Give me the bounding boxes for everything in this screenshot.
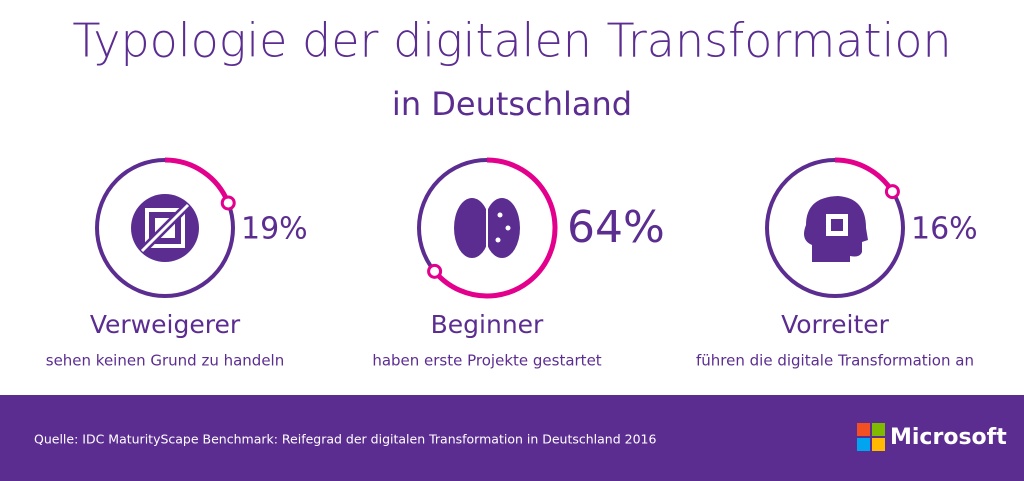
category-description: führen die digitale Transformation an [696, 352, 974, 370]
value-label: 19% [241, 212, 308, 247]
footer-bar [0, 395, 1024, 481]
category-label: Beginner [431, 310, 544, 339]
category-label: Vorreiter [781, 310, 890, 339]
microsoft-logo [857, 423, 885, 451]
ring-value [164, 157, 231, 204]
head-icon [804, 196, 868, 262]
ring-end [884, 184, 900, 200]
ring-value [432, 157, 558, 299]
category-label: Verweigerer [90, 310, 241, 339]
value-label: 64% [567, 202, 665, 253]
chip-icon [131, 194, 199, 262]
source-note: Quelle: IDC MaturityScape Benchmark: Rei… [34, 432, 656, 447]
subtitle: in Deutschland [392, 85, 632, 123]
brand: Microsoft [890, 425, 1007, 450]
brain-icon [454, 198, 520, 258]
ring-end [220, 195, 236, 211]
ring-end [427, 263, 443, 279]
ring-value [834, 157, 895, 193]
category-description: sehen keinen Grund zu handeln [46, 352, 284, 370]
value-label: 16% [911, 212, 978, 247]
category-description: haben erste Projekte gestartet [372, 352, 601, 370]
title: Typologie der digitalen Transformation [72, 14, 951, 68]
